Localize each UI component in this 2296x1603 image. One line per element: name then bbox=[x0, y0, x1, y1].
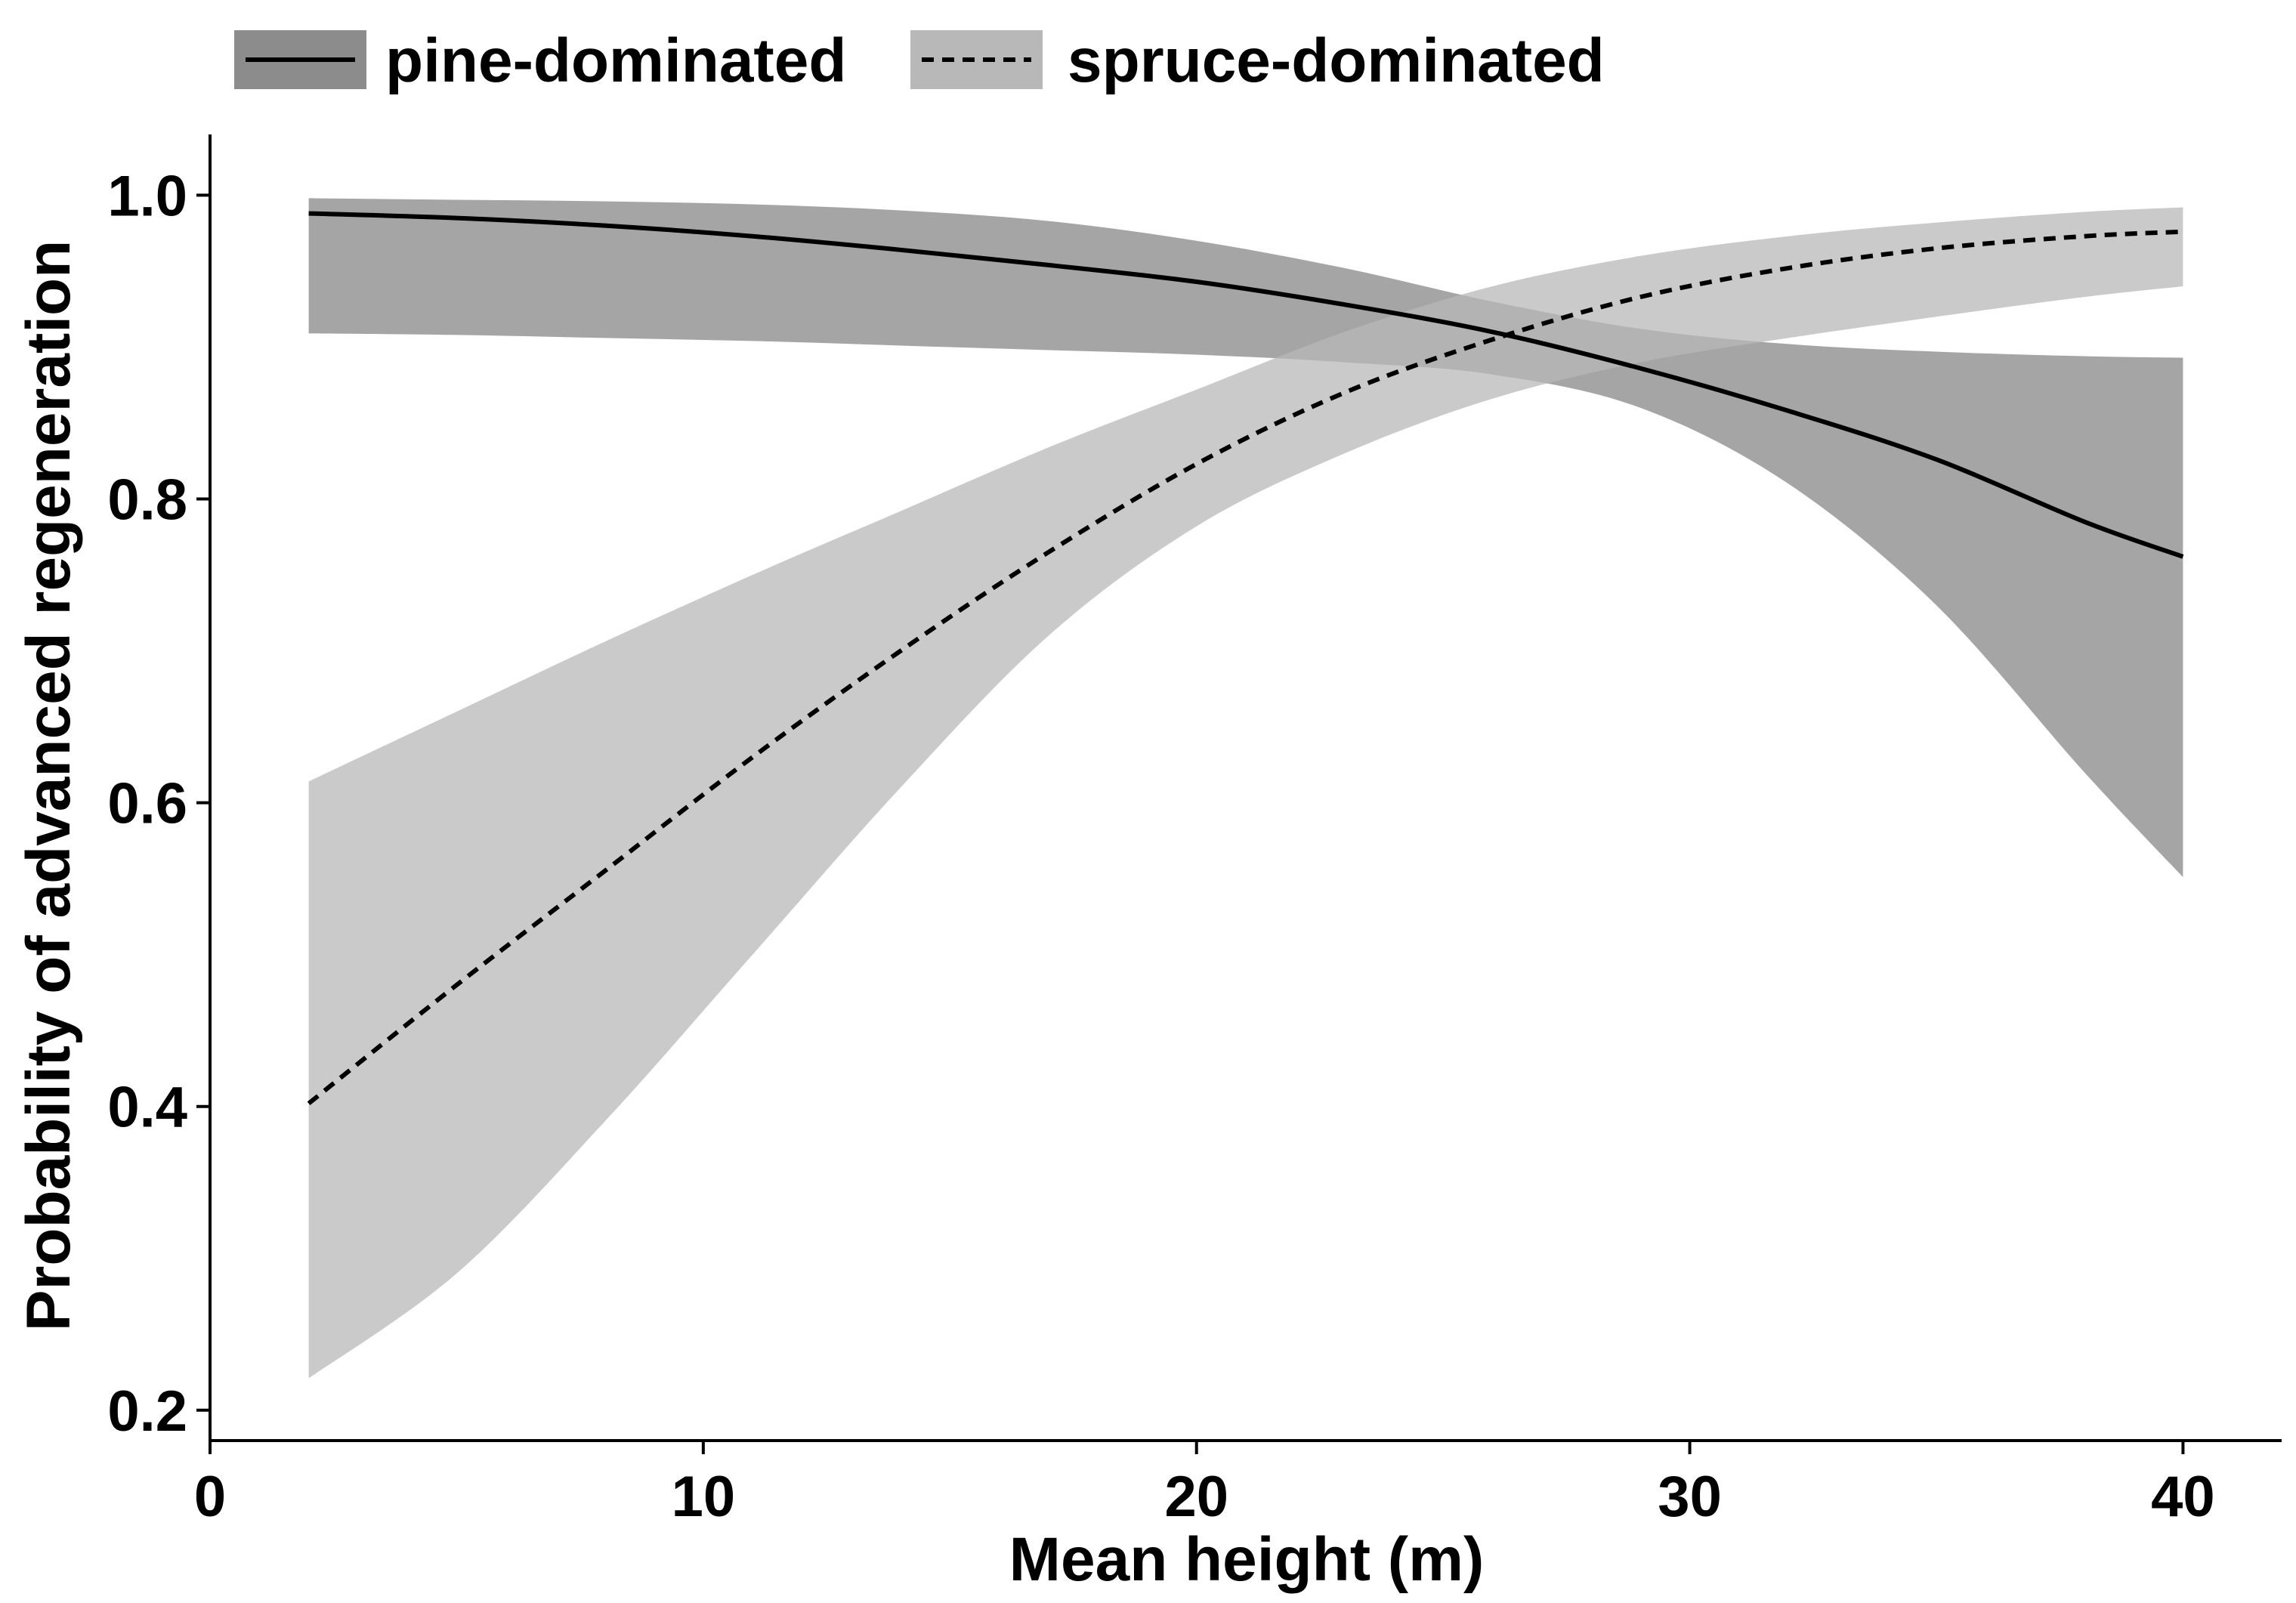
y-axis-title: Probability of advanced regeneration bbox=[14, 240, 83, 1331]
x-tick-label: 0 bbox=[194, 1465, 226, 1529]
legend: pine-dominated spruce-dominated bbox=[234, 26, 1605, 95]
y-tick-label: 0.2 bbox=[107, 1379, 187, 1444]
legend-label-spruce: spruce-dominated bbox=[1068, 26, 1605, 95]
y-tick-label: 0.6 bbox=[107, 772, 187, 836]
pine-confidence-band bbox=[308, 198, 2183, 878]
pine-line bbox=[308, 211, 2184, 559]
spruce-line bbox=[307, 229, 2183, 1106]
plot-area bbox=[307, 198, 2184, 1379]
x-axis-title: Mean height (m) bbox=[1009, 1525, 1485, 1594]
x-tick-label: 40 bbox=[2151, 1465, 2215, 1529]
y-tick-label: 0.4 bbox=[107, 1076, 187, 1140]
x-tick-label: 20 bbox=[1164, 1465, 1228, 1529]
x-tick-label: 30 bbox=[1658, 1465, 1722, 1529]
legend-label-pine: pine-dominated bbox=[385, 26, 846, 95]
y-tick-label: 1.0 bbox=[107, 164, 187, 228]
y-tick-label: 0.8 bbox=[107, 468, 187, 533]
ticks: 0 10 20 30 40 0.2 0.4 0.6 0.8 1.0 bbox=[107, 164, 2214, 1529]
x-tick-label: 10 bbox=[672, 1465, 736, 1529]
spruce-confidence-band bbox=[308, 207, 2183, 1379]
